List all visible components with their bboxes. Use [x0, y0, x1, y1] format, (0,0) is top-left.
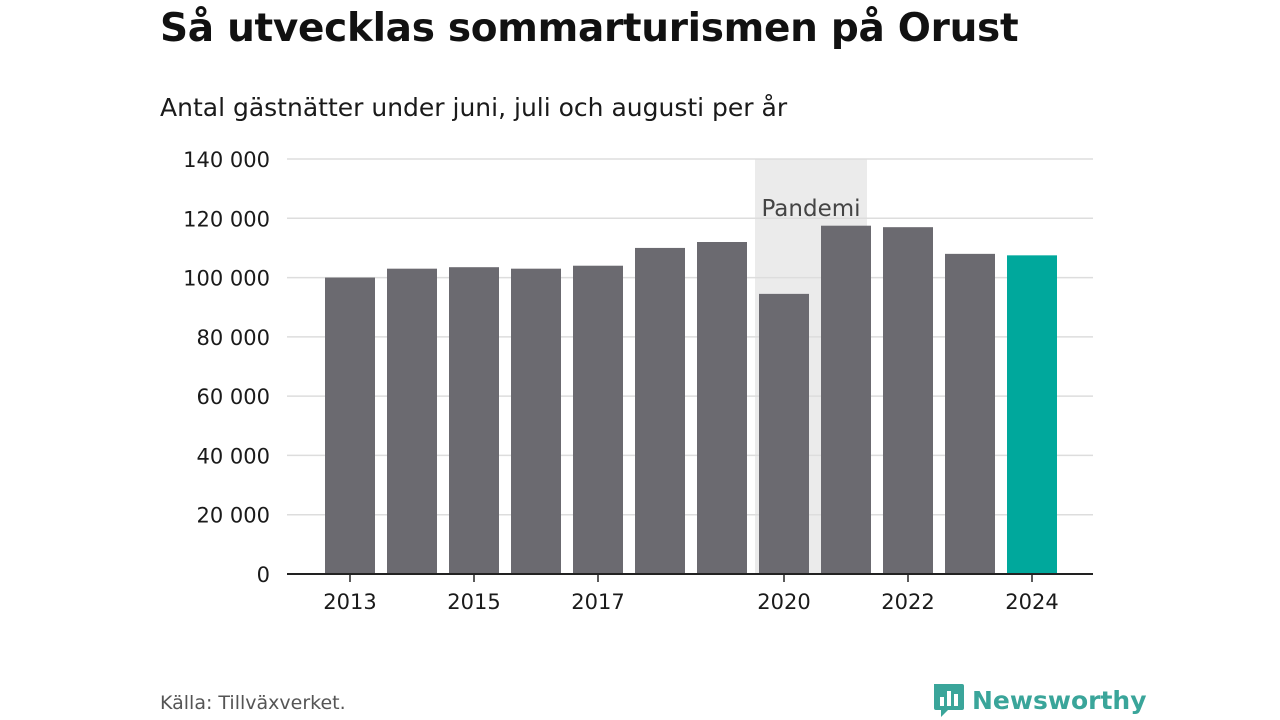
y-tick-label-4: 80 000 [197, 326, 270, 350]
bar-2017 [573, 265, 623, 574]
x-tick-label-2017: 2017 [571, 590, 624, 614]
bar-2019 [697, 242, 747, 574]
y-tick-label-2: 40 000 [197, 444, 270, 468]
source-note: Källa: Tillväxverket. [160, 692, 346, 714]
bar-2018 [635, 247, 685, 574]
y-tick-label-5: 100 000 [183, 267, 270, 291]
bar-2020 [759, 293, 809, 574]
y-tick-label-1: 20 000 [197, 504, 270, 528]
x-tick-label-2015: 2015 [447, 590, 500, 614]
bar-2021 [821, 225, 871, 575]
bar-2015 [449, 267, 499, 574]
x-tick-label-2013: 2013 [323, 590, 376, 614]
y-tick-label-7: 140 000 [183, 148, 270, 172]
y-tick-label-6: 120 000 [183, 207, 270, 231]
x-tick-label-2022: 2022 [881, 590, 934, 614]
bar-2024 [1007, 255, 1057, 574]
bar-2013 [325, 277, 375, 574]
bar-2023 [945, 253, 995, 574]
bar-2016 [511, 268, 561, 574]
newsworthy-logo: Newsworthy [932, 682, 1147, 718]
x-tick-label-2020: 2020 [757, 590, 810, 614]
bar-2022 [883, 227, 933, 574]
y-tick-label-3: 60 000 [197, 385, 270, 409]
bar-2014 [387, 268, 437, 574]
newsworthy-logo-text: Newsworthy [972, 685, 1147, 715]
x-tick-label-2024: 2024 [1005, 590, 1058, 614]
chart-subtitle: Antal gästnätter under juni, juli och au… [160, 93, 788, 122]
newsworthy-logo-icon [934, 684, 964, 717]
chart-title: Så utvecklas sommarturismen på Orust [160, 6, 1019, 51]
y-tick-label-0: 0 [257, 563, 270, 587]
